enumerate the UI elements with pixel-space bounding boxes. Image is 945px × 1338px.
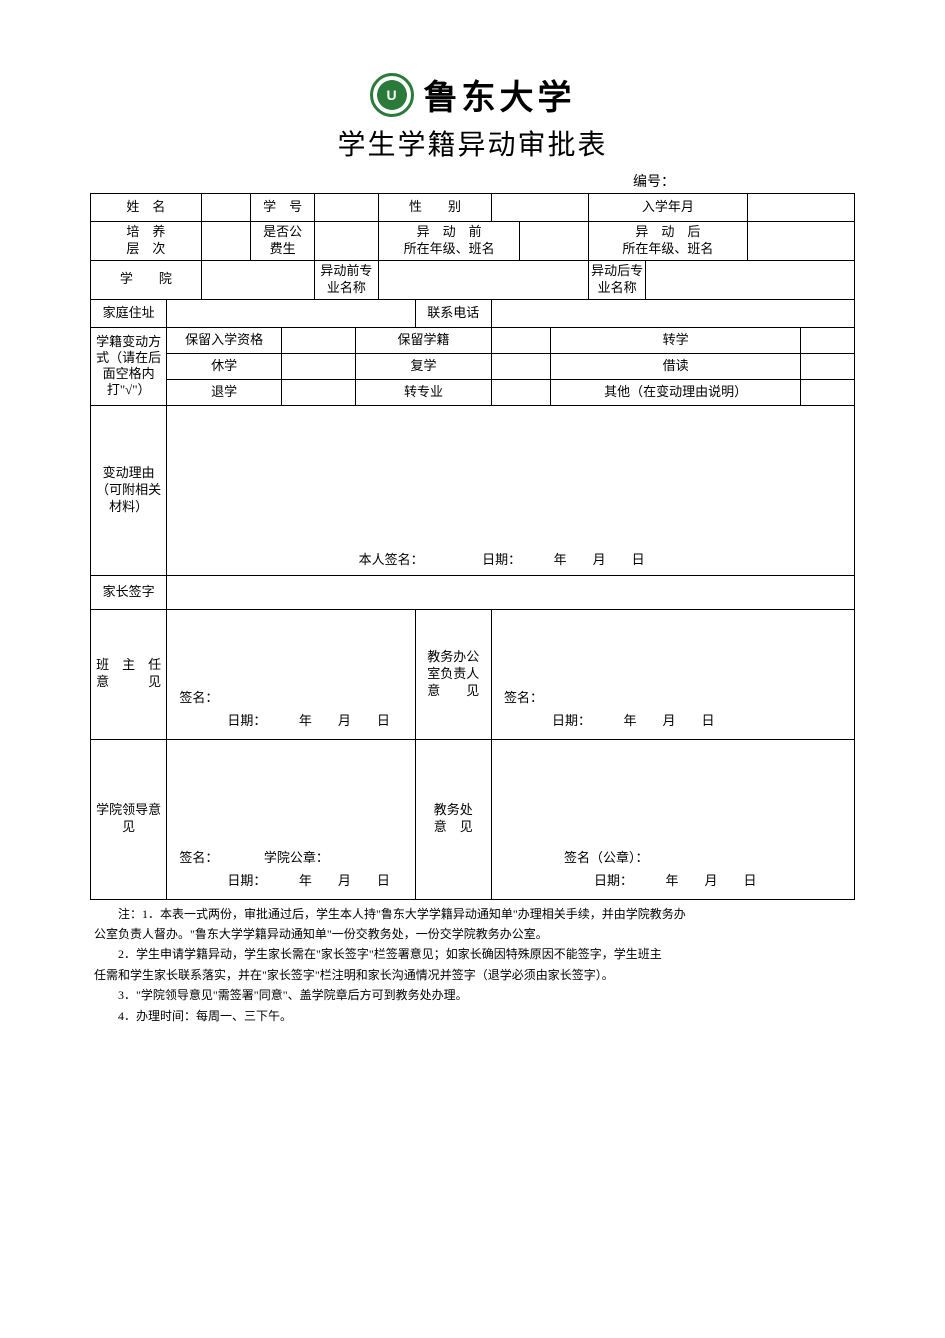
label-teacher-opinion: 班 主 任 意 见 <box>91 609 167 739</box>
note-4: 4．办理时间：每周一、三下午。 <box>94 1006 851 1026</box>
check-withdraw[interactable] <box>281 379 355 405</box>
form-header: U 鲁东大学 学生学籍异动审批表 <box>90 70 855 163</box>
row-parent-sign: 家长签字 <box>91 575 855 609</box>
field-phone[interactable] <box>492 299 855 327</box>
opt-keep-status: 保留学籍 <box>356 327 492 353</box>
label-college-leader: 学院领导意 见 <box>91 739 167 899</box>
opt-change-major: 转专业 <box>356 379 492 405</box>
label-name: 姓 名 <box>91 194 202 222</box>
label-public-funded: 是否公 费生 <box>251 222 314 261</box>
note-1b: 公室负责人督办。"鲁东大学学籍异动通知单"一份交教务处，一份交学院教务办公室。 <box>94 924 851 944</box>
row-reason: 变动理由 （可附相关材料） 本人签名： 日期： 年 月 日 <box>91 405 855 575</box>
label-reason: 变动理由 （可附相关材料） <box>91 405 167 575</box>
field-public-funded[interactable] <box>314 222 378 261</box>
label-parent-sign: 家长签字 <box>91 575 167 609</box>
check-keep-status[interactable] <box>492 327 551 353</box>
university-name: 鲁东大学 <box>424 70 576 119</box>
label-gender: 性 别 <box>378 194 491 222</box>
row-approval-1: 班 主 任 意 见 签名： 日期： 年 月 日 教务办公 室负责人 意 见 签名… <box>91 609 855 739</box>
field-name[interactable] <box>201 194 251 222</box>
notes-section: 注：1．本表一式两份，审批通过后，学生本人持"鲁东大学学籍异动通知单"办理相关手… <box>90 904 855 1026</box>
check-change-major[interactable] <box>492 379 551 405</box>
field-enroll-date[interactable] <box>747 194 854 222</box>
check-guest[interactable] <box>801 353 855 379</box>
check-keep-admission[interactable] <box>281 327 355 353</box>
field-before-class[interactable] <box>520 222 589 261</box>
field-address[interactable] <box>167 299 415 327</box>
row-basic-1: 姓 名 学 号 性 别 入学年月 <box>91 194 855 222</box>
label-college: 学 院 <box>91 260 202 299</box>
field-level[interactable] <box>201 222 251 261</box>
row-change-2: 休学 复学 借读 <box>91 353 855 379</box>
reason-sign-line: 本人签名： 日期： 年 月 日 <box>167 552 836 569</box>
opt-resume: 复学 <box>356 353 492 379</box>
field-student-id[interactable] <box>314 194 378 222</box>
note-2b: 任需和学生家长联系落实，并在"家长签字"栏注明和家长沟通情况并签字（退学必须由家… <box>94 965 851 985</box>
field-parent-sign[interactable] <box>167 575 855 609</box>
field-gender[interactable] <box>492 194 589 222</box>
field-reason[interactable]: 本人签名： 日期： 年 月 日 <box>167 405 855 575</box>
field-office-opinion[interactable]: 签名： 日期： 年 月 日 <box>492 609 855 739</box>
office-sign-label: 签名： <box>504 686 844 709</box>
row-change-3: 退学 转专业 其他（在变动理由说明） <box>91 379 855 405</box>
row-basic-4: 家庭住址 联系电话 <box>91 299 855 327</box>
field-college[interactable] <box>201 260 314 299</box>
label-office-opinion: 教务办公 室负责人 意 见 <box>415 609 491 739</box>
label-before-class: 异 动 前 所在年级、班名 <box>378 222 519 261</box>
opt-withdraw: 退学 <box>167 379 282 405</box>
opt-guest: 借读 <box>550 353 801 379</box>
registrar-date-label: 日期： 年 月 日 <box>504 869 844 892</box>
label-after-major: 异动后专 业名称 <box>589 260 646 299</box>
college-sign-label: 签名： 学院公章： <box>179 846 404 869</box>
check-transfer-school[interactable] <box>801 327 855 353</box>
label-after-class: 异 动 后 所在年级、班名 <box>589 222 748 261</box>
note-2: 2．学生申请学籍异动，学生家长需在"家长签字"栏签署意见；如家长确因特殊原因不能… <box>94 944 851 964</box>
college-date-label: 日期： 年 月 日 <box>179 869 404 892</box>
registrar-sign-label: 签名（公章）： <box>504 846 844 869</box>
opt-suspend: 休学 <box>167 353 282 379</box>
row-change-1: 学籍变动方式（请在后面空格内打"√"） 保留入学资格 保留学籍 转学 <box>91 327 855 353</box>
university-logo-icon: U <box>370 73 414 117</box>
note-1: 注：1．本表一式两份，审批通过后，学生本人持"鲁东大学学籍异动通知单"办理相关手… <box>94 904 851 924</box>
field-before-major[interactable] <box>378 260 588 299</box>
opt-other: 其他（在变动理由说明） <box>550 379 801 405</box>
opt-transfer-school: 转学 <box>550 327 801 353</box>
opt-keep-admission: 保留入学资格 <box>167 327 282 353</box>
field-after-class[interactable] <box>747 222 854 261</box>
label-student-id: 学 号 <box>251 194 314 222</box>
field-college-leader[interactable]: 签名： 学院公章： 日期： 年 月 日 <box>167 739 415 899</box>
logo-row: U 鲁东大学 <box>90 70 855 119</box>
label-phone: 联系电话 <box>415 299 491 327</box>
note-3: 3．"学院领导意见"需签署"同意"、盖学院章后方可到教务处办理。 <box>94 985 851 1005</box>
check-resume[interactable] <box>492 353 551 379</box>
label-level: 培 养 层 次 <box>91 222 202 261</box>
teacher-sign-label: 签名： <box>179 686 404 709</box>
logo-letter: U <box>380 83 404 107</box>
check-other[interactable] <box>801 379 855 405</box>
label-before-major: 异动前专 业名称 <box>314 260 378 299</box>
check-suspend[interactable] <box>281 353 355 379</box>
office-date-label: 日期： 年 月 日 <box>504 709 844 732</box>
field-teacher-opinion[interactable]: 签名： 日期： 年 月 日 <box>167 609 415 739</box>
teacher-date-label: 日期： 年 月 日 <box>179 709 404 732</box>
label-registrar: 教务处 意 见 <box>415 739 491 899</box>
row-basic-3: 学 院 异动前专 业名称 异动后专 业名称 <box>91 260 855 299</box>
row-basic-2: 培 养 层 次 是否公 费生 异 动 前 所在年级、班名 异 动 后 所在年级、… <box>91 222 855 261</box>
field-registrar[interactable]: 签名（公章）： 日期： 年 月 日 <box>492 739 855 899</box>
label-change-type: 学籍变动方式（请在后面空格内打"√"） <box>91 327 167 405</box>
label-address: 家庭住址 <box>91 299 167 327</box>
serial-number-label: 编号： <box>90 171 855 191</box>
row-approval-2: 学院领导意 见 签名： 学院公章： 日期： 年 月 日 教务处 意 见 签名（公… <box>91 739 855 899</box>
approval-form-table: 姓 名 学 号 性 别 入学年月 培 养 层 次 是否公 费生 异 动 前 所在… <box>90 193 855 900</box>
field-after-major[interactable] <box>646 260 855 299</box>
form-title: 学生学籍异动审批表 <box>90 123 855 163</box>
label-enroll-date: 入学年月 <box>589 194 748 222</box>
